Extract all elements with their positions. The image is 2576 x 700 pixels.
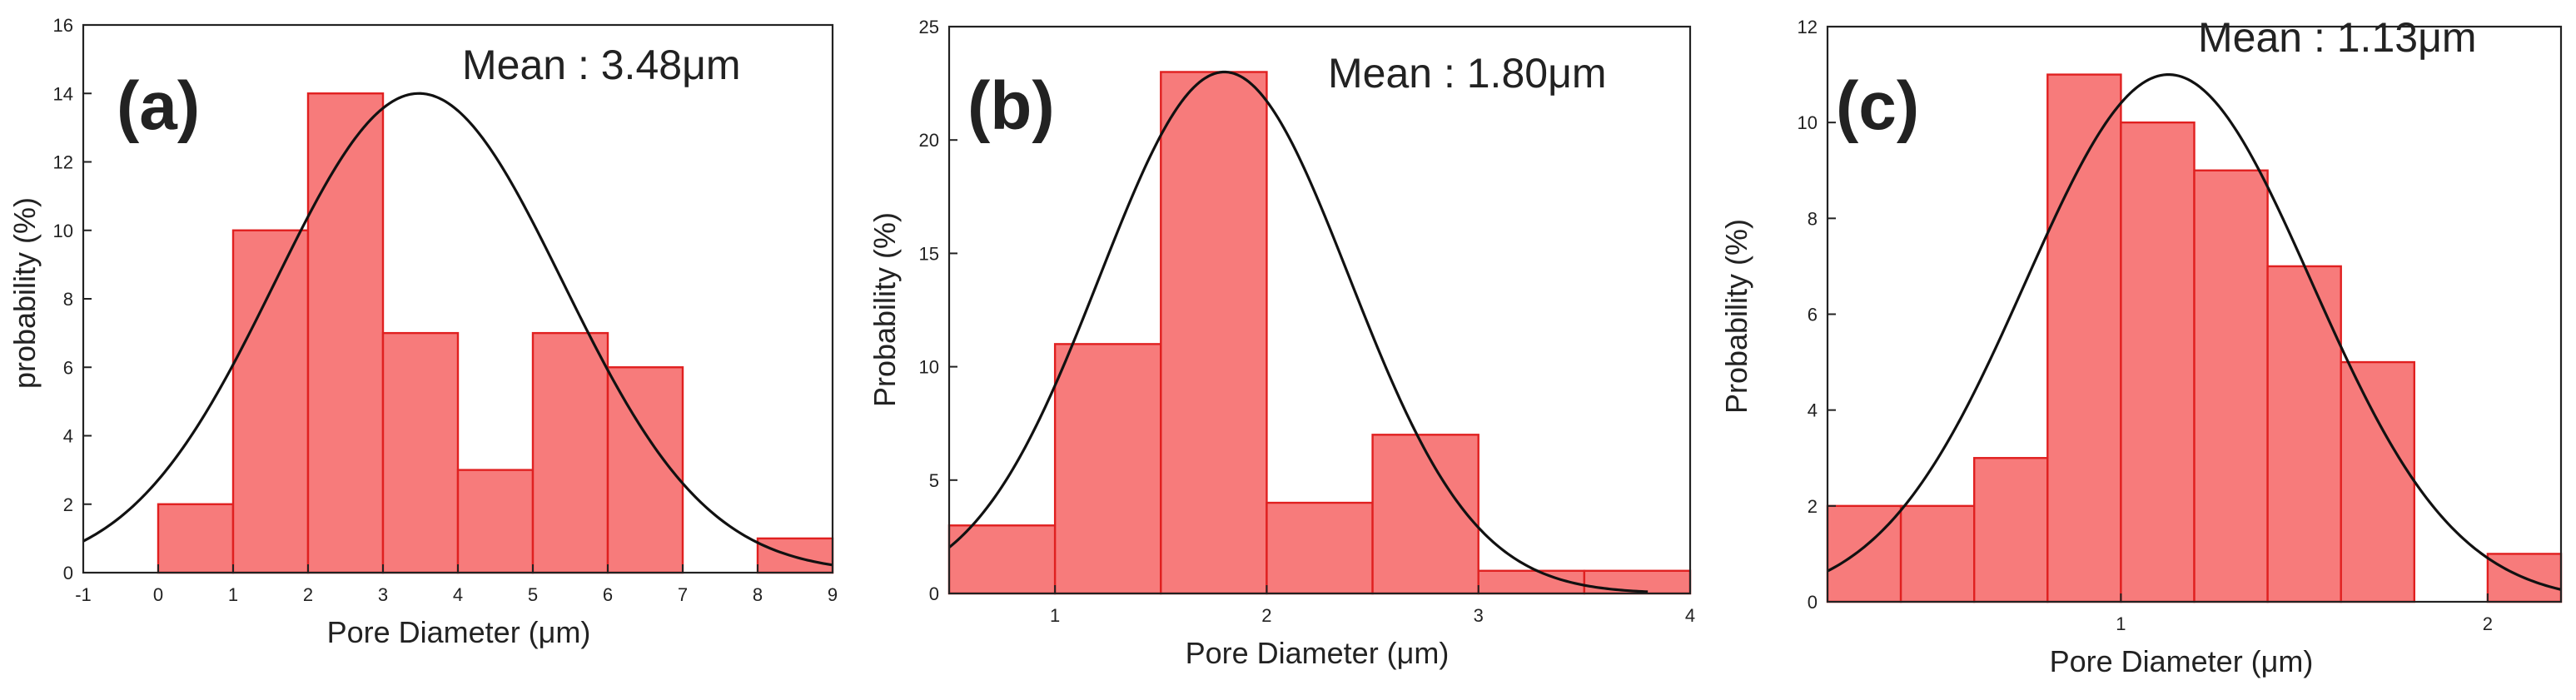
panel-a-ytick-label-4: 8 [63, 289, 73, 310]
panel-c-ytick-label-3: 6 [1808, 305, 1818, 325]
panel-b-ylabel: Probability (%) [868, 212, 902, 407]
panel-a-ytick-label-7: 14 [53, 83, 73, 104]
panel-a-xtick-label-5: 4 [453, 584, 463, 605]
panel-a-xtick-label-3: 2 [303, 584, 313, 605]
panel-a-ytick-label-8: 16 [53, 15, 73, 36]
panel-c-mean: Mean : 1.13μm [2198, 14, 2477, 61]
panel-b-ytick-label-1: 5 [929, 470, 939, 491]
panel-c-ytick-label-4: 8 [1808, 208, 1818, 229]
panel-a-ytick-label-3: 6 [63, 357, 73, 378]
panel-b-bar-0 [947, 524, 1057, 595]
panel-a-ytick-label-2: 4 [63, 426, 73, 447]
panel-a-bar-2 [306, 92, 385, 574]
panel-a-gaussian-fit-curve [82, 92, 833, 567]
panel-b-bar-3 [1266, 501, 1374, 595]
panel-a-xtick-label-4: 3 [378, 584, 388, 605]
panel-a-xtick-label-10: 9 [828, 584, 838, 605]
panel-a-bar-7 [756, 537, 834, 574]
panel-a-xtick-label-9: 8 [753, 584, 763, 605]
panel-a-ytick-label-1: 2 [63, 494, 73, 515]
panel-b-plot: 1 2 3 4 0 5 10 15 20 25 [919, 17, 1696, 626]
panel-c: (c) Mean : 1.13μm Pore Diameter (μm) Pro… [1719, 14, 2563, 678]
panel-c-xtick-label-1: 2 [2483, 613, 2493, 634]
panel-b-xtick-label-3: 4 [1685, 605, 1695, 626]
panel-c-bar-5 [2193, 169, 2269, 603]
panel-c-bar-4 [2120, 121, 2196, 603]
panel-b-xtick-label-1: 2 [1261, 605, 1271, 626]
panel-c-ylabel: Probability (%) [1719, 219, 1753, 414]
panel-a-xtick-label-7: 6 [603, 584, 613, 605]
panel-b-ytick-label-2: 10 [919, 357, 939, 378]
panel-a-bar-3 [381, 331, 460, 574]
panel-a-bar-1 [231, 229, 310, 574]
panel-c-bar-7 [2340, 360, 2415, 603]
panel-c-ytick-label-0: 0 [1808, 592, 1818, 613]
panel-b-gaussian-fit-curve [947, 70, 1649, 593]
panel-c-ytick-label-5: 10 [1798, 112, 1818, 133]
panel-c-ytick-label-1: 2 [1808, 496, 1818, 517]
panel-b-bar-2 [1160, 71, 1268, 595]
panel-c-bar-1 [1899, 504, 1976, 603]
panel-c-ytick-label-2: 4 [1808, 400, 1818, 421]
panel-b-bar-4 [1371, 434, 1479, 595]
panel-b-xtick-label-2: 3 [1474, 605, 1484, 626]
panel-a-mean: Mean : 3.48μm [462, 42, 741, 88]
panel-a-bar-0 [157, 503, 235, 574]
panel-a-ylabel: probability (%) [7, 197, 42, 389]
panel-c-bar-0 [1826, 504, 1902, 603]
panel-a-xtick-label-1: 0 [153, 584, 163, 605]
panel-a-bar-5 [531, 331, 609, 574]
panel-a-xtick-label-8: 7 [678, 584, 688, 605]
panel-b-xlabel: Pore Diameter (μm) [1186, 636, 1450, 670]
panel-b-mean: Mean : 1.80μm [1328, 50, 1607, 97]
panel-c-bar-3 [2046, 73, 2122, 603]
panel-a-label: (a) [117, 68, 200, 144]
panel-a-ytick-label-6: 12 [53, 152, 73, 173]
panel-a-ytick-label-0: 0 [63, 563, 73, 583]
panel-c-gaussian-fit-curve [1827, 73, 2562, 591]
panel-b-bar-1 [1053, 343, 1162, 595]
panel-a-xtick-label-0: -1 [75, 584, 92, 605]
panel-c-xlabel: Pore Diameter (μm) [2050, 644, 2314, 678]
panel-a-bar-4 [456, 469, 535, 574]
panel-a-xtick-label-6: 5 [528, 584, 538, 605]
panel-b-ytick-label-0: 0 [929, 583, 939, 604]
panel-b-ytick-label-4: 20 [919, 130, 939, 151]
panel-c-bar-6 [2266, 265, 2342, 603]
panel-b-axes-frame [947, 25, 1692, 595]
panel-a-xlabel: Pore Diameter (μm) [327, 615, 591, 649]
panel-b: (b) Mean : 1.80μm Pore Diameter (μm) Pro… [868, 17, 1695, 670]
panel-c-label: (c) [1836, 68, 1919, 144]
panel-b-xtick-label-0: 1 [1050, 605, 1060, 626]
panel-b-label: (b) [967, 68, 1055, 144]
panel-a: (a) Mean : 3.48μm Pore Diameter (μm) pro… [7, 15, 838, 649]
panel-c-ytick-label-6: 12 [1798, 17, 1818, 37]
panel-a-ytick-label-5: 10 [53, 221, 73, 241]
panel-b-ytick-label-3: 15 [919, 243, 939, 264]
panel-a-xtick-label-2: 1 [228, 584, 238, 605]
panel-c-bar-2 [1972, 457, 2049, 603]
panel-b-ytick-label-5: 25 [919, 17, 939, 37]
panel-c-xtick-label-0: 1 [2116, 613, 2126, 634]
